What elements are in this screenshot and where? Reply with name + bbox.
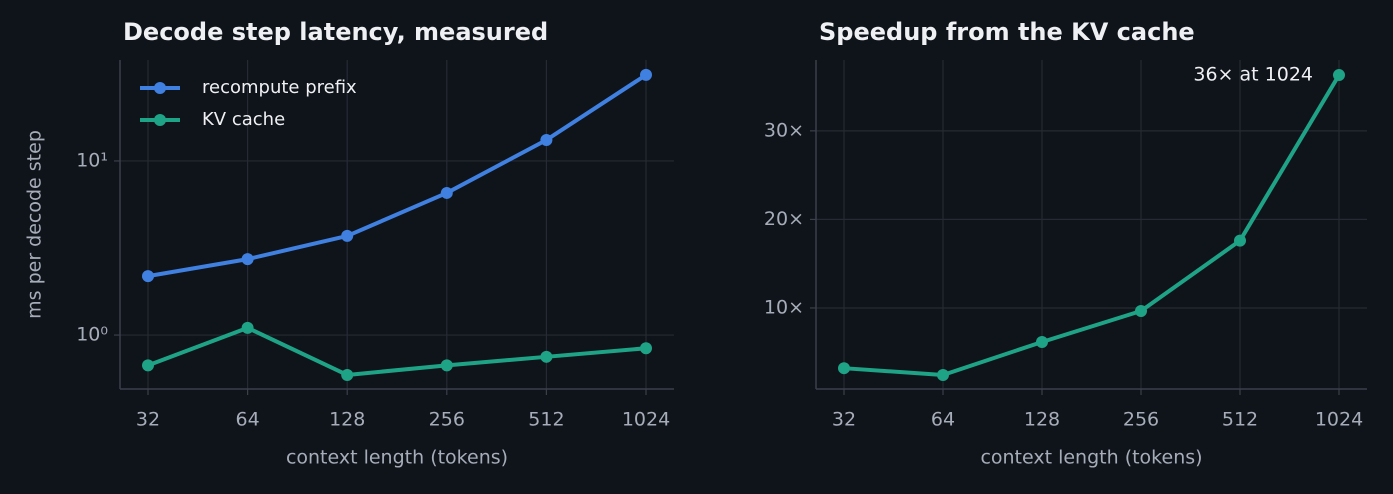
x-tick-label: 256 [1123, 409, 1159, 431]
x-tick-label: 64 [931, 409, 955, 431]
line [147, 73, 648, 279]
x-tick-label: 512 [528, 409, 564, 431]
y-tick-label: 10¹ [76, 149, 108, 171]
point [142, 359, 154, 372]
point [341, 368, 354, 381]
legend-swatch [154, 82, 166, 94]
x-axis-label: context length (tokens) [286, 447, 508, 469]
y-tick-label: 30× [764, 119, 804, 141]
annotation: 36× at 1024 [1193, 64, 1313, 86]
chart-title: Speedup from the KV cache [819, 18, 1195, 46]
point [937, 369, 949, 382]
point [640, 342, 652, 355]
x-tick-label: 32 [832, 409, 856, 431]
point [1333, 69, 1345, 82]
point [241, 321, 254, 334]
x-tick-label: 32 [136, 409, 160, 431]
x-tick-label: 512 [1222, 409, 1258, 431]
x-tick-label: 1024 [622, 409, 670, 431]
point [540, 350, 553, 363]
point [440, 359, 453, 372]
line [147, 325, 647, 377]
point [540, 133, 553, 146]
x-tick-label: 1024 [1315, 409, 1363, 431]
point [142, 270, 154, 283]
y-tick-label: 20× [764, 208, 804, 230]
point [440, 186, 453, 199]
x-tick-label: 128 [1024, 409, 1060, 431]
point [1036, 335, 1048, 348]
legend-label: KV cache [202, 109, 285, 130]
x-tick-label: 128 [329, 409, 365, 431]
x-tick-label: 256 [429, 409, 465, 431]
point [341, 229, 354, 242]
legend-swatch [154, 114, 166, 126]
y-tick-label: 10⁰ [76, 324, 108, 346]
y-tick-label: 10× [764, 296, 804, 318]
point [241, 253, 254, 266]
point [1234, 234, 1246, 247]
point [838, 362, 850, 375]
y-axis-label: ms per decode step [24, 130, 46, 319]
x-axis-label: context length (tokens) [980, 447, 1202, 469]
line [843, 74, 1341, 378]
legend-label: recompute prefix [202, 77, 357, 98]
point [1135, 304, 1147, 317]
point [640, 68, 652, 81]
chart-title: Decode step latency, measured [123, 18, 548, 46]
x-tick-label: 64 [236, 409, 260, 431]
